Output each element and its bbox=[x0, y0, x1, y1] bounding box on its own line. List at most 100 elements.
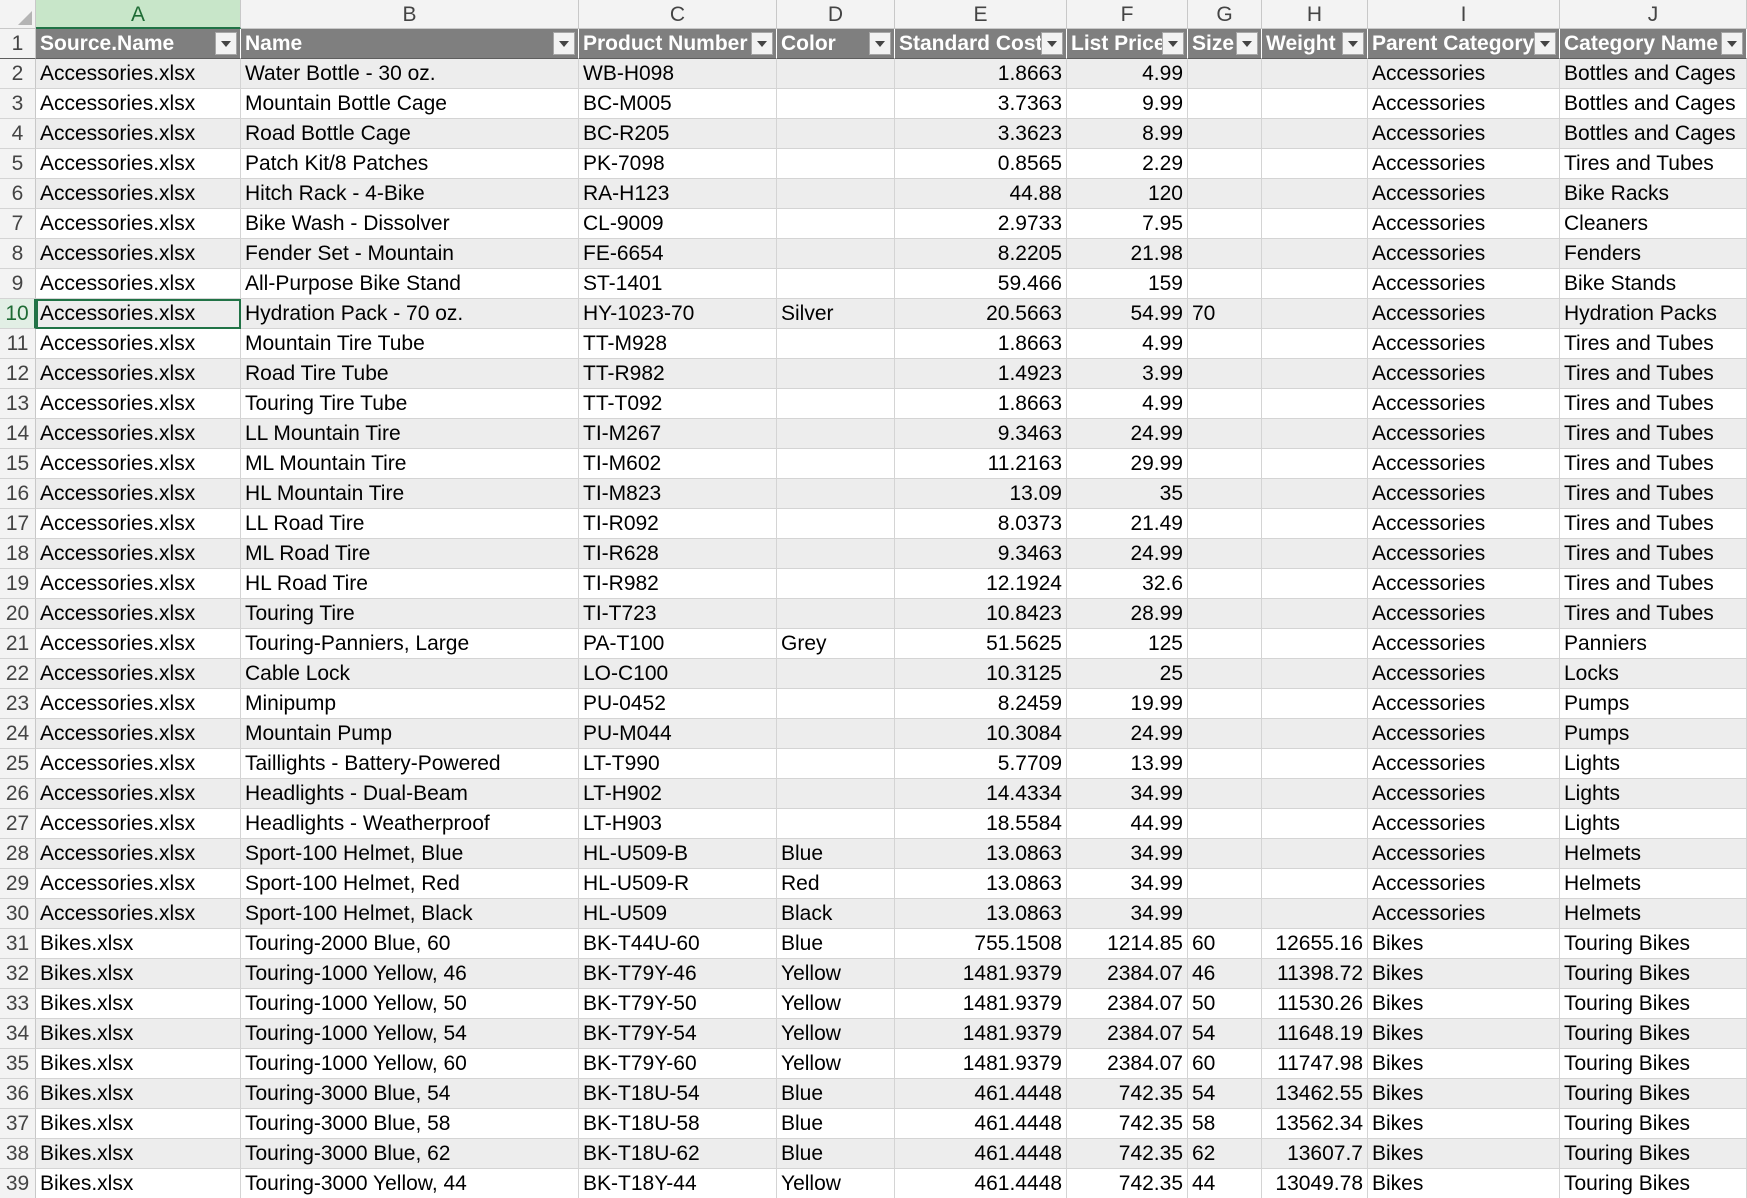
cell-j38[interactable]: Touring Bikes bbox=[1560, 1139, 1747, 1169]
row-number-25[interactable]: 25 bbox=[0, 749, 36, 779]
cell-f12[interactable]: 3.99 bbox=[1067, 359, 1188, 389]
header-cell-color[interactable]: Color bbox=[777, 29, 895, 59]
cell-f35[interactable]: 2384.07 bbox=[1067, 1049, 1188, 1079]
cell-d16[interactable] bbox=[777, 479, 895, 509]
cell-f16[interactable]: 35 bbox=[1067, 479, 1188, 509]
cell-j31[interactable]: Touring Bikes bbox=[1560, 929, 1747, 959]
cell-g29[interactable] bbox=[1188, 869, 1262, 899]
column-letter-e[interactable]: E bbox=[895, 0, 1067, 29]
filter-dropdown-icon[interactable] bbox=[215, 32, 237, 55]
cell-d4[interactable] bbox=[777, 119, 895, 149]
cell-a33[interactable]: Bikes.xlsx bbox=[36, 989, 241, 1019]
cell-c19[interactable]: TI-R982 bbox=[579, 569, 777, 599]
cell-h17[interactable] bbox=[1262, 509, 1368, 539]
cell-c23[interactable]: PU-0452 bbox=[579, 689, 777, 719]
cell-b12[interactable]: Road Tire Tube bbox=[241, 359, 579, 389]
cell-d3[interactable] bbox=[777, 89, 895, 119]
cell-c8[interactable]: FE-6654 bbox=[579, 239, 777, 269]
cell-c37[interactable]: BK-T18U-58 bbox=[579, 1109, 777, 1139]
cell-h15[interactable] bbox=[1262, 449, 1368, 479]
cell-c2[interactable]: WB-H098 bbox=[579, 59, 777, 89]
cell-j28[interactable]: Helmets bbox=[1560, 839, 1747, 869]
row-number-11[interactable]: 11 bbox=[0, 329, 36, 359]
cell-i34[interactable]: Bikes bbox=[1368, 1019, 1560, 1049]
row-number-5[interactable]: 5 bbox=[0, 149, 36, 179]
cell-e24[interactable]: 10.3084 bbox=[895, 719, 1067, 749]
row-number-10[interactable]: 10 bbox=[0, 299, 36, 329]
cell-d2[interactable] bbox=[777, 59, 895, 89]
cell-a26[interactable]: Accessories.xlsx bbox=[36, 779, 241, 809]
cell-f10[interactable]: 54.99 bbox=[1067, 299, 1188, 329]
cell-j4[interactable]: Bottles and Cages bbox=[1560, 119, 1747, 149]
cell-f4[interactable]: 8.99 bbox=[1067, 119, 1188, 149]
cell-i35[interactable]: Bikes bbox=[1368, 1049, 1560, 1079]
cell-i29[interactable]: Accessories bbox=[1368, 869, 1560, 899]
cell-b26[interactable]: Headlights - Dual-Beam bbox=[241, 779, 579, 809]
cell-h29[interactable] bbox=[1262, 869, 1368, 899]
row-number-33[interactable]: 33 bbox=[0, 989, 36, 1019]
cell-d26[interactable] bbox=[777, 779, 895, 809]
cell-e17[interactable]: 8.0373 bbox=[895, 509, 1067, 539]
filter-dropdown-icon[interactable] bbox=[553, 32, 575, 55]
row-number-8[interactable]: 8 bbox=[0, 239, 36, 269]
cell-f31[interactable]: 1214.85 bbox=[1067, 929, 1188, 959]
cell-i10[interactable]: Accessories bbox=[1368, 299, 1560, 329]
cell-i5[interactable]: Accessories bbox=[1368, 149, 1560, 179]
cell-a15[interactable]: Accessories.xlsx bbox=[36, 449, 241, 479]
cell-e36[interactable]: 461.4448 bbox=[895, 1079, 1067, 1109]
cell-b34[interactable]: Touring-1000 Yellow, 54 bbox=[241, 1019, 579, 1049]
cell-e23[interactable]: 8.2459 bbox=[895, 689, 1067, 719]
cell-i13[interactable]: Accessories bbox=[1368, 389, 1560, 419]
row-number-19[interactable]: 19 bbox=[0, 569, 36, 599]
cell-e19[interactable]: 12.1924 bbox=[895, 569, 1067, 599]
row-number-34[interactable]: 34 bbox=[0, 1019, 36, 1049]
cell-j23[interactable]: Pumps bbox=[1560, 689, 1747, 719]
cell-b7[interactable]: Bike Wash - Dissolver bbox=[241, 209, 579, 239]
cell-h7[interactable] bbox=[1262, 209, 1368, 239]
cell-b22[interactable]: Cable Lock bbox=[241, 659, 579, 689]
cell-d29[interactable]: Red bbox=[777, 869, 895, 899]
cell-g4[interactable] bbox=[1188, 119, 1262, 149]
cell-a6[interactable]: Accessories.xlsx bbox=[36, 179, 241, 209]
column-letter-a[interactable]: A bbox=[36, 0, 241, 29]
cell-f3[interactable]: 9.99 bbox=[1067, 89, 1188, 119]
cell-g38[interactable]: 62 bbox=[1188, 1139, 1262, 1169]
cell-d23[interactable] bbox=[777, 689, 895, 719]
cell-e27[interactable]: 18.5584 bbox=[895, 809, 1067, 839]
cell-c16[interactable]: TI-M823 bbox=[579, 479, 777, 509]
cell-d15[interactable] bbox=[777, 449, 895, 479]
filter-dropdown-icon[interactable] bbox=[1721, 32, 1743, 55]
cell-b31[interactable]: Touring-2000 Blue, 60 bbox=[241, 929, 579, 959]
cell-b10[interactable]: Hydration Pack - 70 oz. bbox=[241, 299, 579, 329]
cell-h33[interactable]: 11530.26 bbox=[1262, 989, 1368, 1019]
cell-c26[interactable]: LT-H902 bbox=[579, 779, 777, 809]
cell-e32[interactable]: 1481.9379 bbox=[895, 959, 1067, 989]
cell-d24[interactable] bbox=[777, 719, 895, 749]
cell-j27[interactable]: Lights bbox=[1560, 809, 1747, 839]
cell-j2[interactable]: Bottles and Cages bbox=[1560, 59, 1747, 89]
cell-c34[interactable]: BK-T79Y-54 bbox=[579, 1019, 777, 1049]
cell-e28[interactable]: 13.0863 bbox=[895, 839, 1067, 869]
cell-j18[interactable]: Tires and Tubes bbox=[1560, 539, 1747, 569]
cell-e38[interactable]: 461.4448 bbox=[895, 1139, 1067, 1169]
row-number-28[interactable]: 28 bbox=[0, 839, 36, 869]
row-number-22[interactable]: 22 bbox=[0, 659, 36, 689]
cell-g28[interactable] bbox=[1188, 839, 1262, 869]
cell-f24[interactable]: 24.99 bbox=[1067, 719, 1188, 749]
header-cell-product-number[interactable]: Product Number bbox=[579, 29, 777, 59]
row-number-2[interactable]: 2 bbox=[0, 59, 36, 89]
cell-i8[interactable]: Accessories bbox=[1368, 239, 1560, 269]
cell-g3[interactable] bbox=[1188, 89, 1262, 119]
row-number-14[interactable]: 14 bbox=[0, 419, 36, 449]
cell-e37[interactable]: 461.4448 bbox=[895, 1109, 1067, 1139]
cell-h21[interactable] bbox=[1262, 629, 1368, 659]
filter-dropdown-icon[interactable] bbox=[1041, 32, 1063, 55]
select-all-corner[interactable] bbox=[0, 0, 36, 29]
cell-f11[interactable]: 4.99 bbox=[1067, 329, 1188, 359]
cell-d10[interactable]: Silver bbox=[777, 299, 895, 329]
cell-e10[interactable]: 20.5663 bbox=[895, 299, 1067, 329]
cell-e39[interactable]: 461.4448 bbox=[895, 1169, 1067, 1198]
cell-a21[interactable]: Accessories.xlsx bbox=[36, 629, 241, 659]
cell-i14[interactable]: Accessories bbox=[1368, 419, 1560, 449]
cell-g10[interactable]: 70 bbox=[1188, 299, 1262, 329]
